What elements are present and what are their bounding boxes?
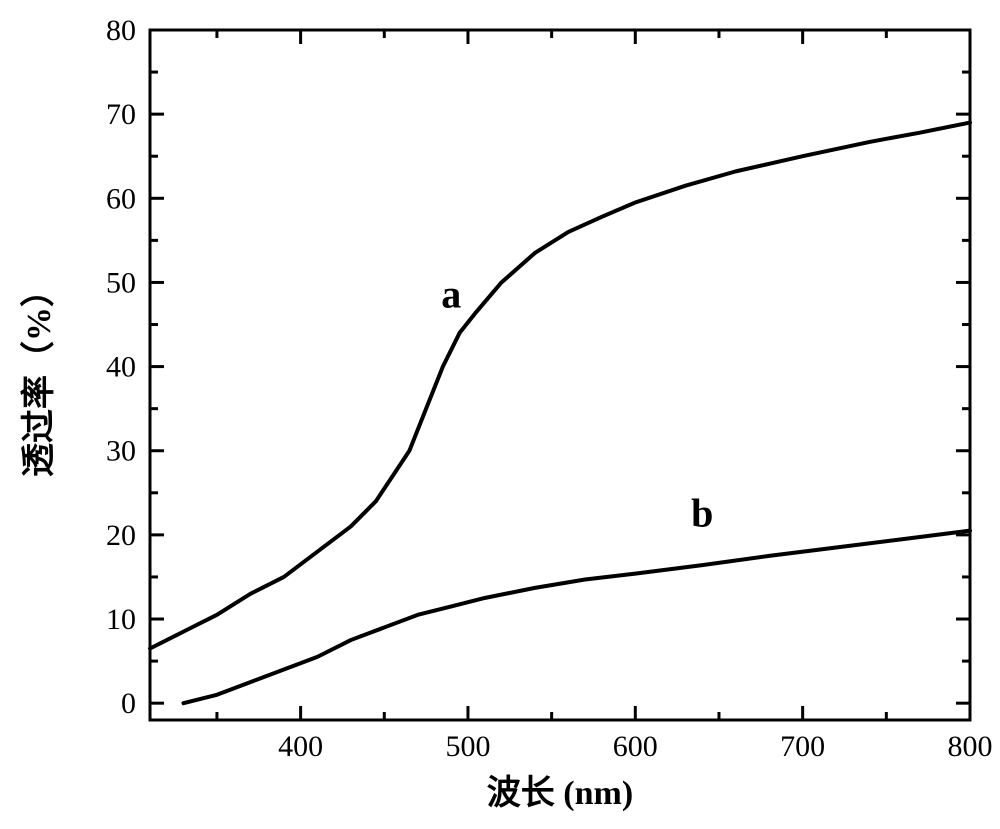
- y-axis-label: 透过率（%）: [19, 273, 58, 477]
- x-tick-label: 800: [948, 730, 993, 763]
- transmittance-chart: 400 500 600 700 800 0 10 20 30 40 50 60 70 80 波长 (nm) 透…: [0, 0, 1000, 829]
- y-tick-label: 70: [106, 98, 136, 131]
- y-tick-label: 50: [106, 266, 136, 299]
- y-tick-label: 60: [106, 182, 136, 215]
- x-tick-label: 600: [613, 730, 658, 763]
- x-tick-label: 400: [278, 730, 323, 763]
- x-tick-label: 700: [780, 730, 825, 763]
- x-tick-label: 500: [445, 730, 490, 763]
- y-tick-label: 40: [106, 351, 136, 384]
- y-tick-label: 20: [106, 519, 136, 552]
- series-label-b: b: [691, 490, 713, 535]
- y-tick-label: 80: [106, 14, 136, 47]
- y-tick-label: 10: [106, 603, 136, 636]
- y-tick-label: 0: [121, 687, 136, 720]
- y-tick-label: 30: [106, 435, 136, 468]
- series-label-a: a: [441, 272, 461, 317]
- x-axis-label: 波长 (nm): [487, 774, 633, 812]
